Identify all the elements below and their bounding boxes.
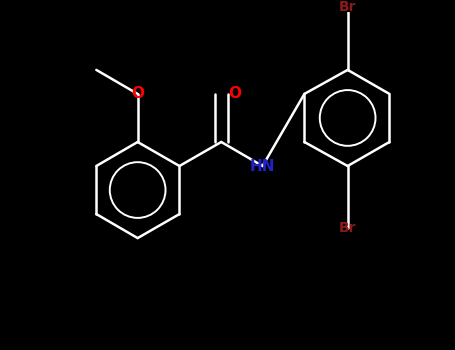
- Text: Br: Br: [339, 222, 356, 236]
- Text: HN: HN: [250, 159, 275, 174]
- Text: O: O: [131, 86, 144, 102]
- Text: O: O: [228, 86, 242, 102]
- Text: Br: Br: [339, 0, 356, 14]
